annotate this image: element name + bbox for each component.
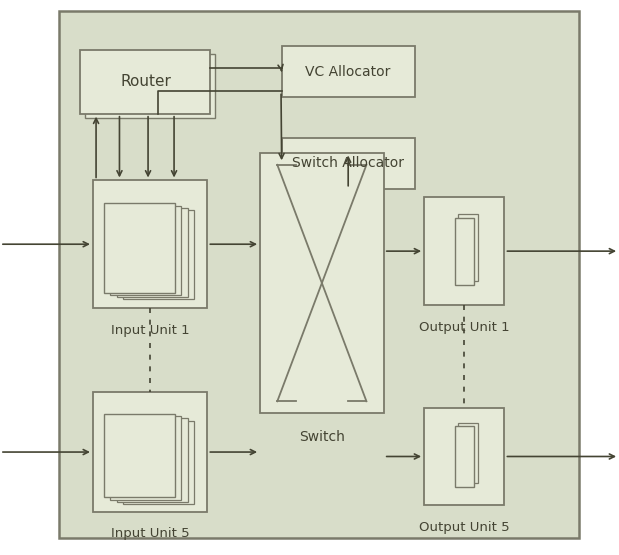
Bar — [454, 218, 474, 285]
Text: Switch Allocator: Switch Allocator — [292, 156, 404, 170]
Text: Output Unit 5: Output Unit 5 — [419, 521, 509, 533]
Bar — [123, 421, 194, 504]
Bar — [424, 408, 504, 505]
Bar — [116, 208, 188, 297]
Bar — [458, 423, 478, 483]
Text: Output Unit 1: Output Unit 1 — [419, 321, 509, 334]
Bar — [282, 46, 415, 97]
Bar — [104, 203, 175, 292]
Text: Router: Router — [120, 74, 171, 89]
Bar — [59, 11, 579, 538]
Bar — [93, 180, 207, 308]
Bar — [116, 418, 188, 502]
Text: Input Unit 1: Input Unit 1 — [111, 324, 189, 336]
Bar — [110, 205, 181, 295]
Bar — [458, 214, 478, 281]
Bar — [282, 138, 415, 189]
Bar — [424, 197, 504, 305]
Bar — [104, 414, 175, 497]
Bar — [93, 392, 207, 512]
Bar — [80, 50, 210, 114]
Text: Input Unit 5: Input Unit 5 — [111, 527, 189, 540]
Bar — [260, 153, 384, 413]
Bar — [85, 54, 215, 118]
Bar — [110, 416, 181, 500]
Bar — [123, 210, 194, 299]
Text: Switch: Switch — [299, 430, 345, 444]
Bar — [454, 426, 474, 487]
Text: VC Allocator: VC Allocator — [306, 64, 391, 79]
